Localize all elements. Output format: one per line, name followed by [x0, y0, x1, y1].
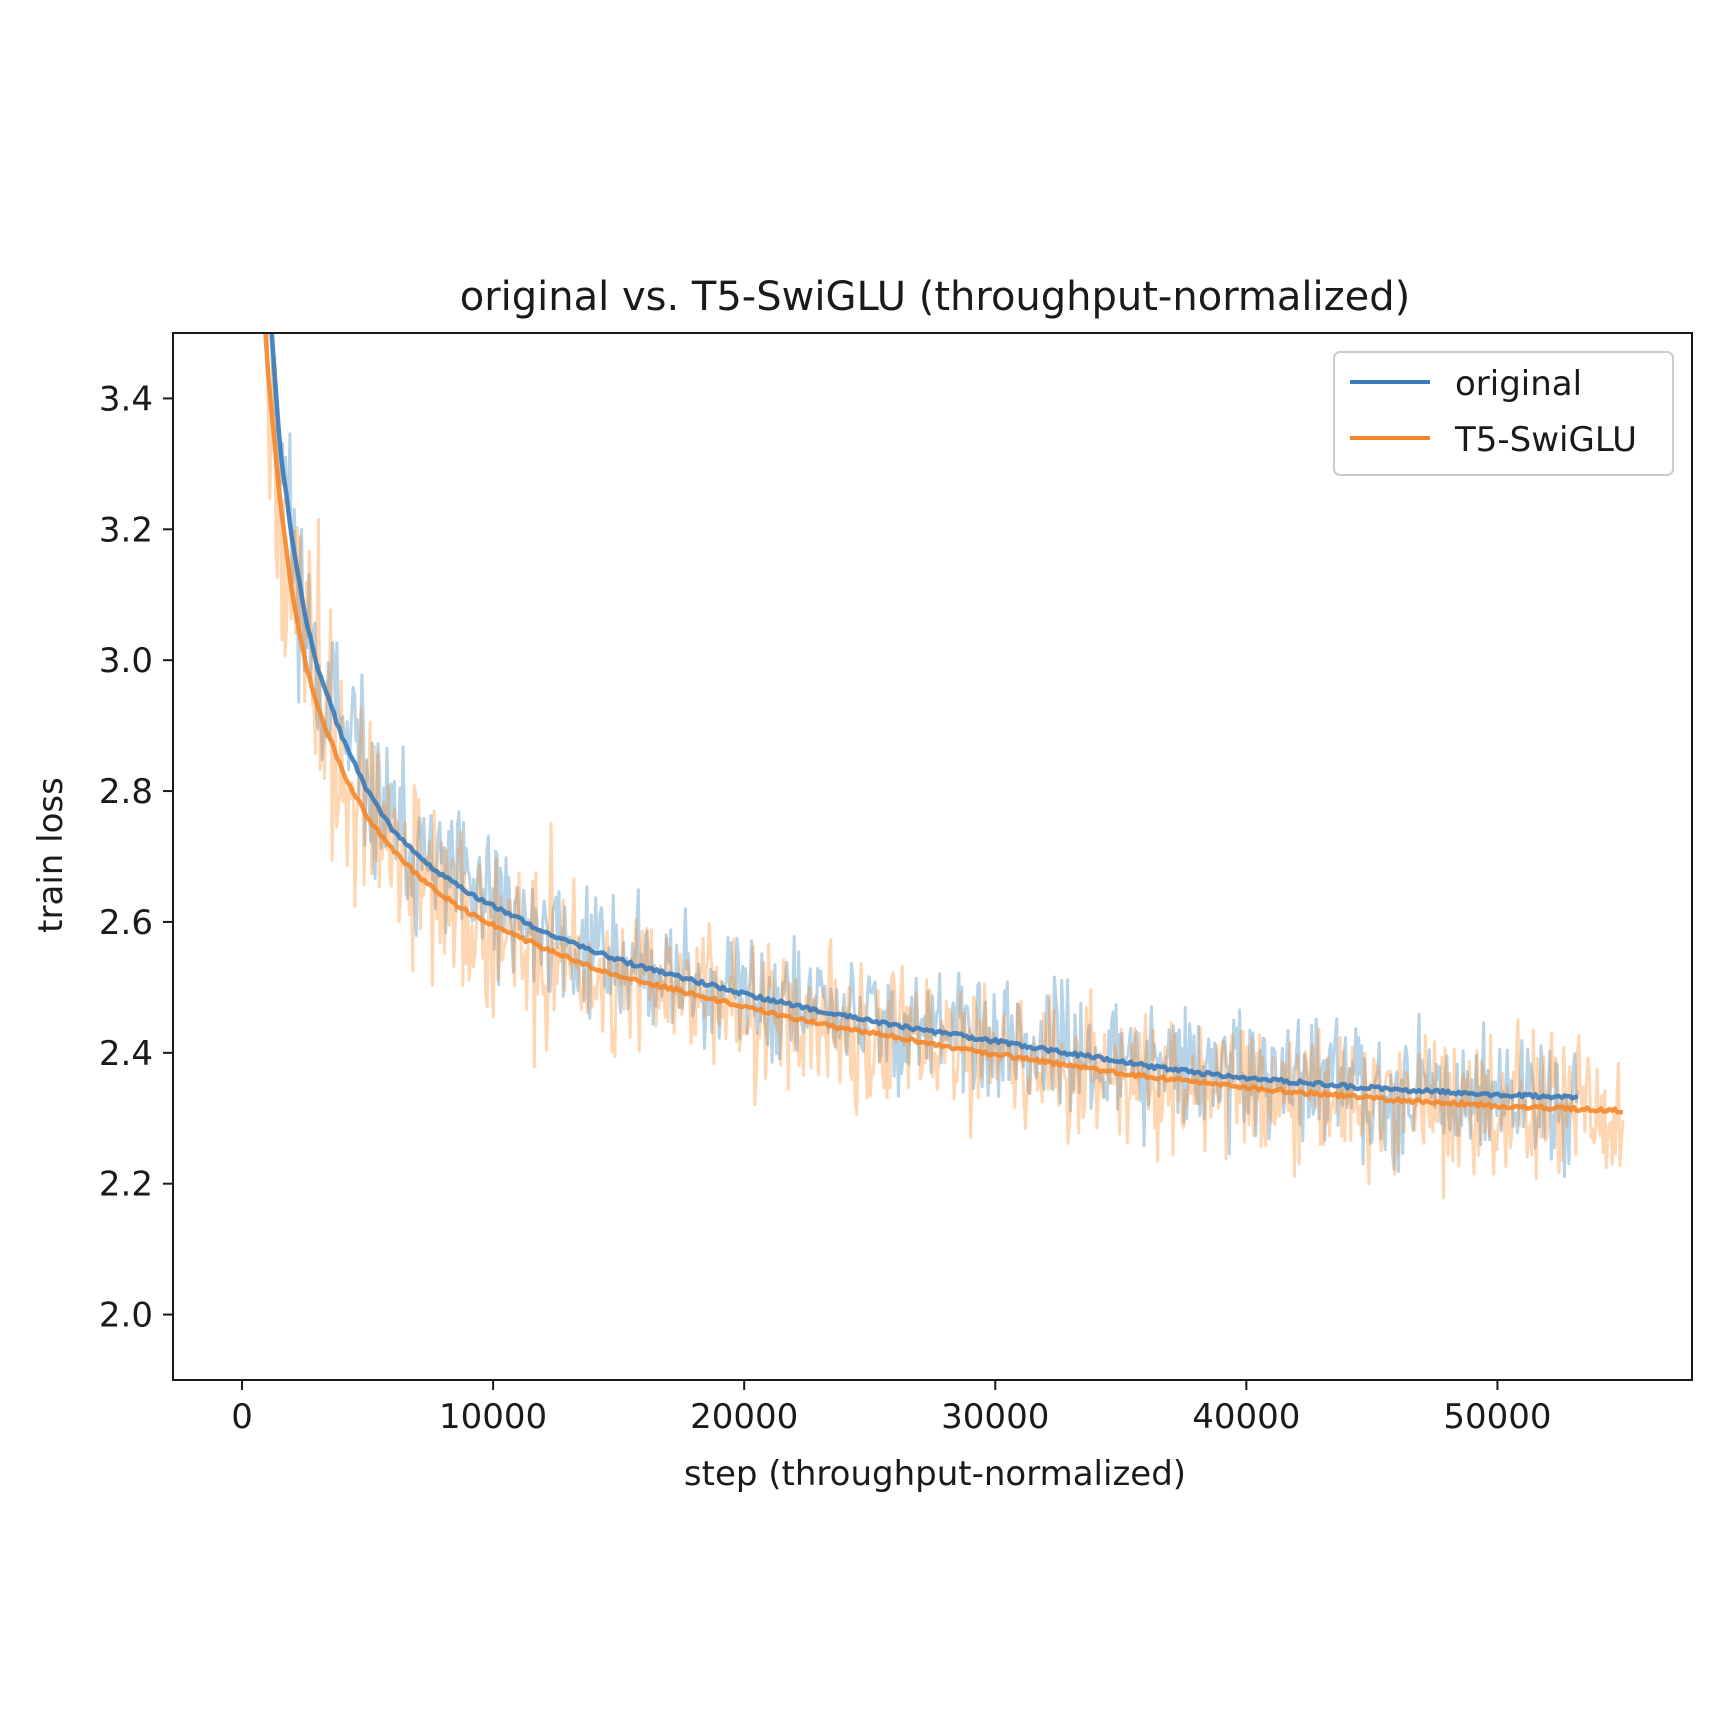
- y-tick-label: 2.0: [99, 1296, 153, 1336]
- x-axis-label: step (throughput-normalized): [684, 1454, 1186, 1494]
- legend-label-original: original: [1455, 364, 1582, 404]
- y-tick-label: 2.4: [99, 1034, 153, 1074]
- legend: original T5-SwiGLU: [1333, 351, 1674, 476]
- y-tick-label: 3.0: [99, 641, 153, 681]
- series-line-original: [269, 333, 1579, 1101]
- x-tick-label: 20000: [690, 1397, 798, 1437]
- legend-label-t5-swiglu: T5-SwiGLU: [1454, 420, 1637, 460]
- plot-area: [263, 333, 1625, 1200]
- raw-trace-t5-swiglu: [265, 333, 1625, 1200]
- y-tick-label: 2.8: [99, 772, 153, 812]
- x-tick-label: 40000: [1192, 1397, 1300, 1437]
- x-tick-label: 30000: [941, 1397, 1049, 1437]
- y-tick-label: 2.6: [99, 903, 153, 943]
- x-tick-label: 50000: [1443, 1397, 1551, 1437]
- series-line-t5-swiglu: [263, 333, 1624, 1115]
- x-tick-label: 10000: [439, 1397, 547, 1437]
- y-tick-label: 3.4: [99, 379, 153, 419]
- plot-frame: [172, 332, 1693, 1381]
- chart-title: original vs. T5-SwiGLU (throughput-norma…: [460, 274, 1411, 320]
- raw-trace-original: [269, 333, 1580, 1178]
- y-tick-label: 3.2: [99, 510, 153, 550]
- y-axis-label: train loss: [31, 777, 71, 933]
- x-tick-label: 0: [231, 1397, 253, 1437]
- y-tick-label: 2.2: [99, 1165, 153, 1205]
- axes: 0 10000 20000 30000 40000 50000 2.0 2.2 2.4 2.6 2.…: [99, 332, 1693, 1437]
